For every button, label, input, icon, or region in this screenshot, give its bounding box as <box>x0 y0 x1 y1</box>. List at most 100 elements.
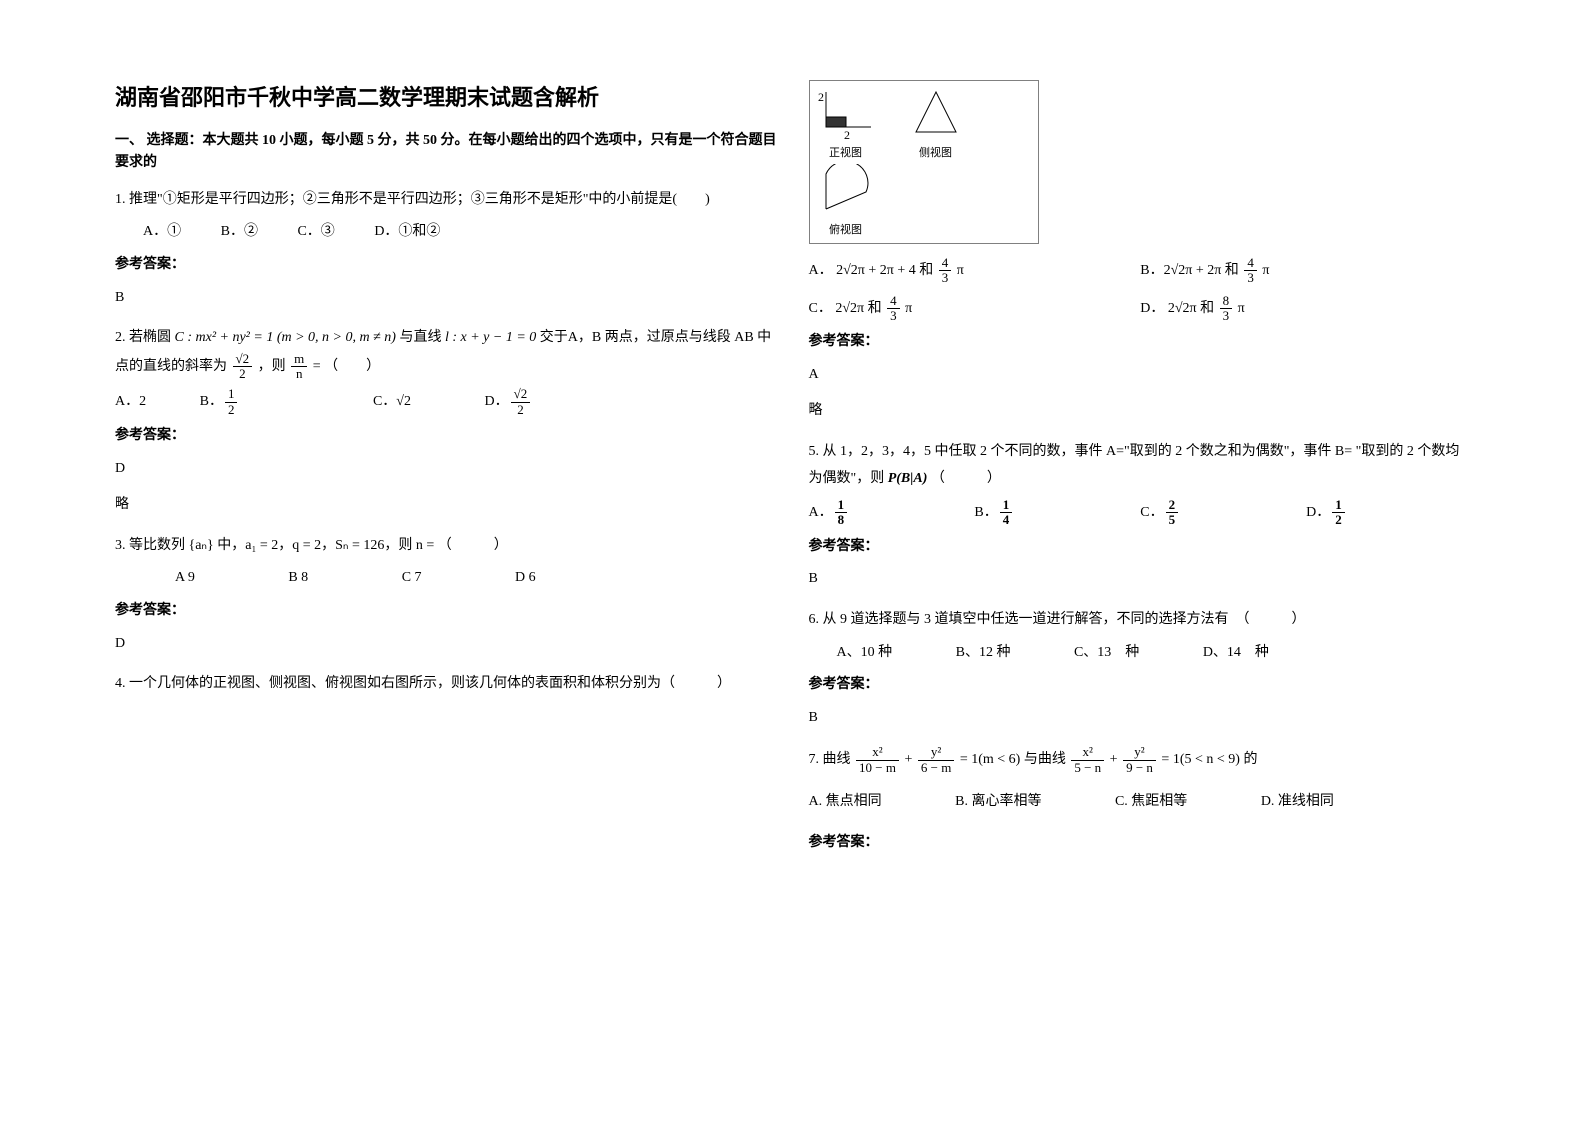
q7-e2-cond: = 1(5 < n < 9) <box>1161 752 1240 767</box>
q4b-den: 3 <box>1244 271 1257 285</box>
top-view-svg <box>816 164 876 219</box>
q7-e1-cond: = 1(m < 6) <box>960 752 1021 767</box>
q6-answer: B <box>809 705 1473 732</box>
question-3: 3. 等比数列 {aₙ} 中，a₁ = 2，q = 2，Sₙ = 126，则 n… <box>115 533 779 657</box>
q5-opt-c: C．25 <box>1140 498 1306 528</box>
q6-opt-a: A、10 种 <box>837 640 893 667</box>
q5-options: A．18 B．14 C．25 D．12 <box>809 498 1473 528</box>
q2-opt-d: D．√22 <box>485 387 603 417</box>
q4-views-row1: 2 2 正视图 侧视图 <box>816 87 1032 160</box>
q5a-den: 8 <box>835 513 848 527</box>
q5b-num: 1 <box>1000 498 1013 513</box>
q3-opt-d: D 6 <box>515 565 536 592</box>
q1-text: 1. 推理"①矩形是平行四边形；②三角形不是平行四边形；③三角形不是矩形"中的小… <box>115 187 779 214</box>
q5-answer-label: 参考答案： <box>809 534 1473 561</box>
q3-opt-a: A 9 <box>175 565 195 592</box>
q4c-pre: C． <box>809 301 832 316</box>
q6-answer-label: 参考答案： <box>809 672 1473 699</box>
q5b-den: 4 <box>1000 513 1013 527</box>
q1-options: A．① B．② C．③ D．①和② <box>143 219 779 246</box>
q7-options: A. 焦点相同 B. 离心率相等 C. 焦距相等 D. 准线相同 <box>809 789 1473 816</box>
side-view-label: 侧视图 <box>906 144 966 160</box>
q2-answer-label: 参考答案： <box>115 423 779 450</box>
q7-e2b-num: y² <box>1123 745 1156 760</box>
q4-answer-label: 参考答案： <box>809 329 1473 356</box>
q3-pre: 3. 等比数列 <box>115 538 185 553</box>
q4c-1: 2√2π <box>835 301 864 316</box>
q4a-pre: A． <box>809 263 833 278</box>
q2-tail: = （ ） <box>313 359 380 374</box>
q7-e1b-num: y² <box>918 745 954 760</box>
q2-expr1: C : mx² + ny² = 1 (m > 0, n > 0, m ≠ n) <box>175 330 396 345</box>
q4b-num: 4 <box>1244 256 1257 271</box>
section-header: 一、 选择题：本大题共 10 小题，每小题 5 分，共 50 分。在每小题给出的… <box>115 130 779 175</box>
front-view-label: 正视图 <box>816 144 876 160</box>
q4b-suf: π <box>1262 263 1269 278</box>
q7-e1a-num: x² <box>856 745 899 760</box>
q7-e2b-den: 9 − n <box>1123 761 1156 775</box>
q6-opt-b: B、12 种 <box>956 640 1011 667</box>
svg-text:2: 2 <box>818 90 824 104</box>
q4a-num: 4 <box>939 256 952 271</box>
q3-mid: 中，a₁ = 2，q = 2，Sₙ = 126，则 n = （ ） <box>217 538 508 553</box>
q7-e1a-den: 10 − m <box>856 761 899 775</box>
q3-text: 3. 等比数列 {aₙ} 中，a₁ = 2，q = 2，Sₙ = 126，则 n… <box>115 533 779 560</box>
q4d-pre: D． <box>1140 301 1164 316</box>
q2-slope-den: 2 <box>233 367 253 381</box>
q7-opt-b: B. 离心率相等 <box>955 789 1041 816</box>
q1-opt-c: C．③ <box>297 219 334 246</box>
q3-options: A 9 B 8 C 7 D 6 <box>175 565 779 592</box>
q5d-num: 1 <box>1332 498 1345 513</box>
q4c-den: 3 <box>887 309 900 323</box>
q4-opt-a: A． 2√2π + 2π + 4 和 43 π <box>809 256 1141 286</box>
q2-text: 2. 若椭圆 C : mx² + ny² = 1 (m > 0, n > 0, … <box>115 325 779 381</box>
q5-opt-a: A．18 <box>809 498 975 528</box>
q4-answer: A <box>809 362 1473 389</box>
q4-text: 4. 一个几何体的正视图、侧视图、俯视图如右图所示，则该几何体的表面积和体积分别… <box>115 671 779 698</box>
side-view: 侧视图 <box>906 87 966 160</box>
question-5: 5. 从 1，2，3，4，5 中任取 2 个不同的数，事件 A="取到的 2 个… <box>809 439 1473 593</box>
q4a-and: 和 <box>919 263 933 278</box>
q4d-num: 8 <box>1220 294 1233 309</box>
svg-text:2: 2 <box>844 128 850 142</box>
q7-opt-d: D. 准线相同 <box>1261 789 1334 816</box>
q3-opt-c: C 7 <box>402 565 422 592</box>
q4d-suf: π <box>1238 301 1245 316</box>
q4d-den: 3 <box>1220 309 1233 323</box>
q7-mid: 与曲线 <box>1024 752 1070 767</box>
q5c-num: 2 <box>1166 498 1179 513</box>
q2-optd-den: 2 <box>511 403 531 417</box>
q5c-den: 5 <box>1166 513 1179 527</box>
q4-diagram: 2 2 正视图 侧视图 俯视图 <box>809 80 1039 244</box>
q4c-and: 和 <box>868 301 882 316</box>
q6-opt-c: C、13 种 <box>1074 640 1139 667</box>
q4b-pre: B．2√2π + 2π 和 <box>1140 263 1239 278</box>
q7-text: 7. 曲线 x²10 − m + y²6 − m = 1(m < 6) 与曲线 … <box>809 745 1473 775</box>
q7-opt-c: C. 焦距相等 <box>1115 789 1187 816</box>
q1-opt-b: B．② <box>221 219 258 246</box>
q2-slope-frac: √2 2 <box>233 352 253 382</box>
q4-opt-c: C． 2√2π 和 43 π <box>809 294 1141 324</box>
side-view-svg <box>906 87 966 142</box>
q5-pba: P(B|A) <box>888 471 928 486</box>
front-view: 2 2 正视图 <box>816 87 876 160</box>
q7-pre: 7. 曲线 <box>809 752 855 767</box>
q5-suf: （ ） <box>931 471 1001 486</box>
q6-opt-d: D、14 种 <box>1203 640 1269 667</box>
top-view: 俯视图 <box>816 164 876 237</box>
q5-text: 5. 从 1，2，3，4，5 中任取 2 个不同的数，事件 A="取到的 2 个… <box>809 439 1473 492</box>
q4d-and: 和 <box>1200 301 1214 316</box>
q4a-den: 3 <box>939 271 952 285</box>
q4-opts-row1: A． 2√2π + 2π + 4 和 43 π B．2√2π + 2π 和 43… <box>809 256 1473 286</box>
q2-ratio-frac: m n <box>291 352 307 382</box>
right-column: 2 2 正视图 侧视图 俯视图 <box>794 80 1488 1082</box>
q5a-num: 1 <box>835 498 848 513</box>
q7-answer-label: 参考答案： <box>809 830 1473 857</box>
q4-views-row2: 俯视图 <box>816 164 1032 237</box>
q5-answer: B <box>809 566 1473 593</box>
q5d-den: 2 <box>1332 513 1345 527</box>
q7-e1b-den: 6 − m <box>918 761 954 775</box>
q4-options-block: A． 2√2π + 2π + 4 和 43 π B．2√2π + 2π 和 43… <box>809 256 1473 425</box>
q4c-num: 4 <box>887 294 900 309</box>
q2-mid1: 与直线 <box>399 330 441 345</box>
